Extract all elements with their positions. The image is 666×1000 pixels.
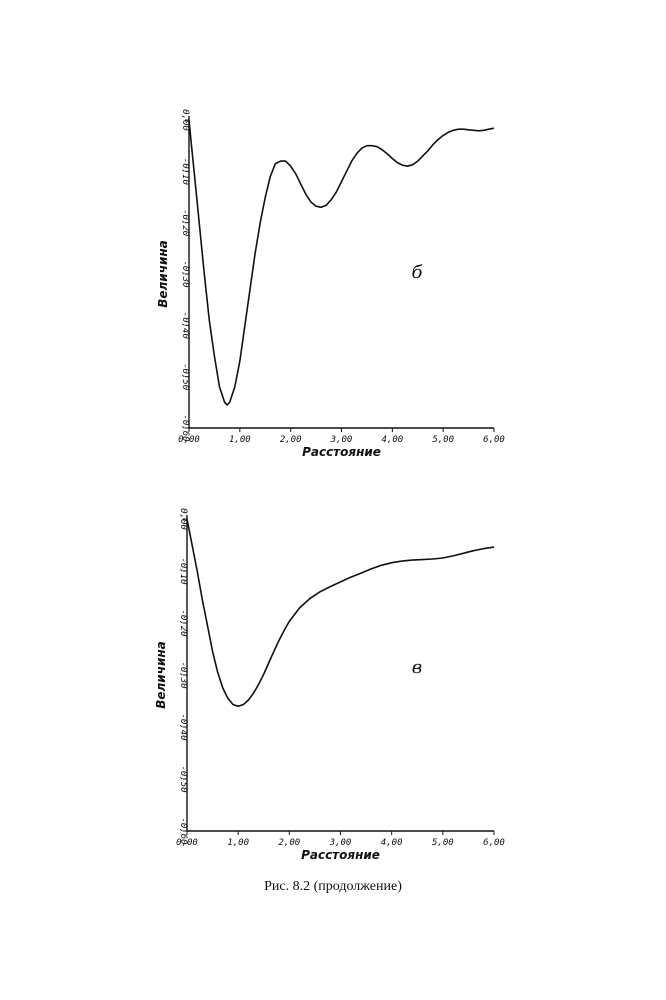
chart1-y-tick-label: -0,20 [180, 209, 190, 236]
chart1-y-tick-label: -0,40 [180, 312, 190, 339]
chart2-x-tick-label: 3,00 [329, 838, 352, 848]
chart1-x-tick-label: 1,00 [229, 435, 251, 445]
chart2-y-axis-label: Величина [154, 641, 168, 709]
chart1-y-axis-label: Величина [156, 240, 170, 308]
chart2-y-tick-label: 0,00 [178, 508, 188, 530]
chart2-x-axis-label: Расстояние [301, 848, 380, 862]
chart1-y-tick-label: 0,00 [180, 109, 190, 131]
chart2-y-tick-label: -0,40 [178, 713, 188, 740]
chart2-y-tick-label: -0,30 [178, 661, 188, 688]
chart1-y-tick-label: -0,30 [180, 260, 190, 287]
chart2-x-tick-label: 6,00 [483, 838, 505, 848]
chart2-x-tick-label: 1,00 [227, 838, 249, 848]
chart1-y-tick-label: -0,60 [180, 414, 190, 441]
chart2-x-tick-label: 0,00 [176, 838, 198, 848]
chart2-x-tick-label: 2,00 [278, 838, 300, 848]
chart1-x-tick-label: 0,00 [178, 435, 200, 445]
chart1-x-tick-label: 4,00 [381, 435, 403, 445]
chart2-x-tick-label: 4,00 [381, 838, 403, 848]
chart1-x-tick-label: 2,00 [280, 435, 302, 445]
chart1-x-tick-label: 3,00 [330, 435, 353, 445]
chart1-series-line [188, 119, 495, 406]
chart2-panel-label: в [412, 657, 422, 678]
chart2-y-tick-label: -0,10 [178, 557, 188, 584]
figure-caption: Рис. 8.2 (продолжение) [264, 879, 402, 894]
chart2-x-tick-label: 5,00 [432, 838, 454, 848]
chart2-y-tick-label: -0,50 [178, 765, 188, 792]
chart1-x-tick-label: 5,00 [432, 435, 454, 445]
chart1-panel-label: б [412, 262, 424, 283]
chart1-x-tick-label: 6,00 [483, 435, 505, 445]
chart1-x-axis-label: Расстояние [302, 445, 381, 459]
chart2-y-tick-label: -0,20 [178, 609, 188, 636]
chart1-y-tick-label: -0,50 [180, 363, 190, 390]
chart2-y-tick-label: -0,60 [178, 817, 188, 844]
chart2-series-line [186, 518, 495, 708]
chart1-y-tick-label: -0,10 [180, 158, 190, 185]
